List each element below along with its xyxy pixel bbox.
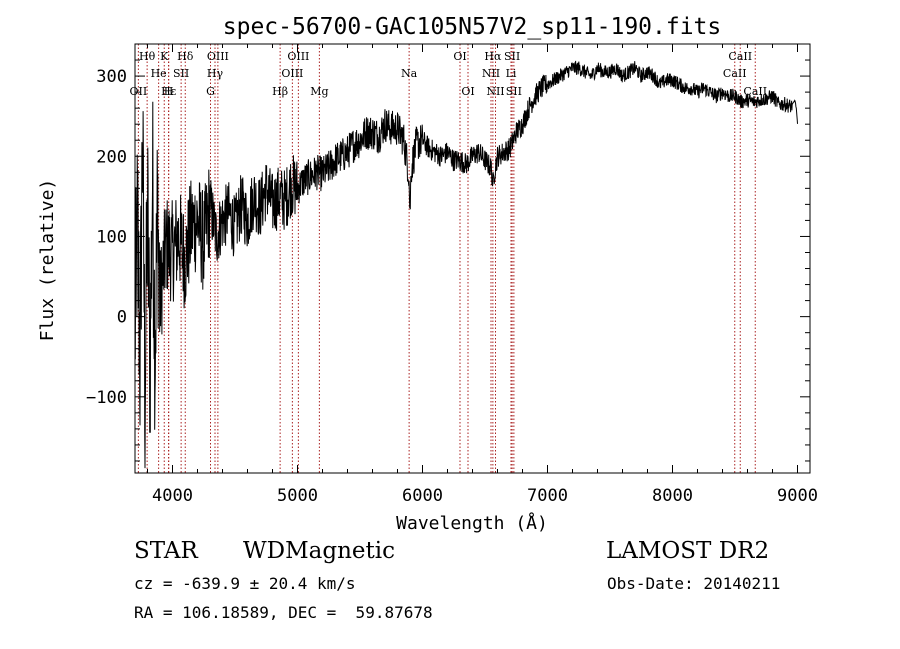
line-marker-label-18: Hε	[161, 85, 177, 98]
line-marker-label-2: Hδ	[177, 50, 194, 63]
y-axis: −100 0 100 200 300	[86, 43, 810, 462]
line-marker-label-3: OIII	[207, 50, 229, 63]
line-marker-label-6: Hα	[484, 50, 502, 63]
line-marker-label-1: K	[160, 50, 169, 63]
line-marker-label-24: NII	[486, 85, 504, 98]
x-tick-label-5: 9000	[777, 486, 818, 506]
line-marker-label-8: CaII	[728, 50, 752, 63]
emission-line-markers	[137, 44, 756, 473]
x-tick-label-2: 6000	[402, 486, 443, 506]
line-marker-label-5: OI	[453, 50, 466, 63]
object-subclass: WDMagnetic	[243, 538, 395, 564]
line-marker-label-12: OIII	[281, 67, 303, 80]
line-marker-label-11: Hγ	[207, 67, 224, 80]
line-marker-label-15: Li	[506, 67, 517, 80]
x-axis-label: Wavelength (Å)	[396, 512, 548, 534]
line-marker-label-17: OII	[130, 85, 148, 98]
y-tick-label-0: −100	[86, 388, 127, 408]
y-tick-label-4: 300	[96, 67, 127, 87]
y-axis-label: Flux (relative)	[37, 179, 58, 342]
y-tick-label-3: 200	[96, 147, 127, 167]
line-marker-label-21: Hβ	[272, 85, 288, 98]
line-marker-label-10: SII	[173, 67, 189, 80]
survey-name: LAMOST DR2	[606, 538, 770, 564]
y-tick-label-1: 0	[117, 308, 127, 328]
line-marker-label-22: Mg	[310, 85, 328, 98]
chart-title: spec-56700-GAC105N57V2_sp11-190.fits	[223, 14, 722, 40]
line-marker-label-7: SII	[504, 50, 520, 63]
line-marker-label-14: NII	[482, 67, 500, 80]
spectrum-line	[134, 60, 798, 469]
line-marker-label-19: H	[164, 85, 174, 98]
x-tick-label-1: 5000	[277, 486, 318, 506]
line-marker-label-9: He	[151, 67, 167, 80]
line-marker-label-13: Na	[401, 67, 418, 80]
line-marker-label-0: Hθ	[139, 50, 156, 63]
line-marker-label-16: CaII	[723, 67, 747, 80]
line-marker-label-25: SII	[506, 85, 522, 98]
y-tick-label-2: 100	[96, 227, 127, 247]
object-class: STAR	[134, 538, 198, 564]
line-marker-label-4: OIII	[287, 50, 309, 63]
redshift-text: cz = -639.9 ± 20.4 km/s	[134, 574, 356, 593]
obs-date-text: Obs-Date: 20140211	[607, 574, 781, 593]
x-tick-label-4: 8000	[652, 486, 693, 506]
coordinates-text: RA = 106.18589, DEC = 59.87678	[134, 603, 433, 622]
x-tick-label-3: 7000	[527, 486, 568, 506]
line-marker-label-23: OI	[461, 85, 474, 98]
line-marker-label-20: G	[206, 85, 215, 98]
x-tick-label-0: 4000	[152, 486, 193, 506]
x-axis: 4000 5000 6000 7000 8000 9000	[147, 44, 818, 506]
plot-frame	[134, 43, 811, 474]
